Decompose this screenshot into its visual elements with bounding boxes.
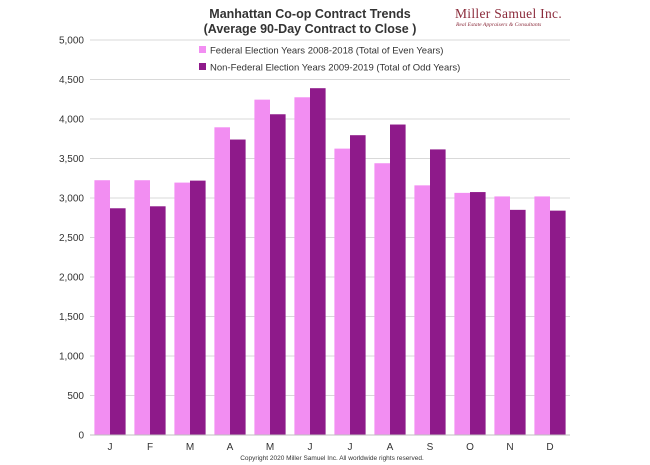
bar-non-federal bbox=[510, 209, 526, 435]
bar-federal bbox=[454, 192, 470, 435]
x-tick-label: A bbox=[227, 442, 234, 453]
copyright-footer: Copyright 2020 Miller Samuel Inc. All wo… bbox=[240, 455, 424, 462]
bar-non-federal bbox=[430, 149, 446, 436]
x-tick-label: D bbox=[546, 442, 553, 453]
y-tick-label: 4,500 bbox=[59, 75, 84, 86]
bar-non-federal bbox=[470, 192, 486, 435]
bar-federal bbox=[494, 196, 510, 435]
x-tick-label: J bbox=[108, 442, 113, 453]
bar-federal bbox=[534, 196, 550, 435]
bars bbox=[94, 88, 566, 436]
x-tick-label: N bbox=[506, 442, 513, 453]
y-axis: 0 500 1,000 1,500 2,000 2,500 3,000 3,500 4,000 4… bbox=[59, 36, 84, 442]
bar-federal bbox=[134, 180, 150, 435]
y-tick-label: 2,500 bbox=[59, 233, 84, 244]
x-tick-label: J bbox=[348, 442, 353, 453]
bar-non-federal bbox=[110, 208, 126, 435]
y-tick-label: 5,000 bbox=[59, 36, 84, 47]
bar-federal bbox=[94, 180, 110, 435]
legend-swatch-non-federal bbox=[199, 63, 206, 70]
bar-non-federal bbox=[190, 180, 206, 435]
gridlines bbox=[90, 39, 570, 396]
y-tick-label: 2,000 bbox=[59, 273, 84, 284]
x-tick-label: M bbox=[266, 442, 274, 453]
y-tick-label: 1,000 bbox=[59, 352, 84, 363]
chart-subtitle: (Average 90-Day Contract to Close ) bbox=[204, 22, 417, 36]
y-tick-label: 1,500 bbox=[59, 312, 84, 323]
x-tick-label: F bbox=[147, 442, 153, 453]
y-tick-label: 0 bbox=[78, 431, 84, 442]
bar-federal bbox=[374, 163, 390, 436]
bar-non-federal bbox=[550, 210, 566, 435]
y-tick-label: 500 bbox=[67, 391, 84, 402]
bar-non-federal bbox=[270, 114, 286, 435]
bar-non-federal bbox=[150, 206, 166, 435]
bar-federal bbox=[254, 99, 270, 436]
bar-federal bbox=[334, 148, 350, 435]
bar-federal bbox=[174, 182, 190, 435]
x-tick-label: J bbox=[308, 442, 313, 453]
x-tick-label: S bbox=[427, 442, 434, 453]
x-tick-label: O bbox=[466, 442, 474, 453]
bar-non-federal bbox=[310, 88, 326, 435]
bar-non-federal bbox=[230, 139, 246, 436]
bar-non-federal bbox=[390, 124, 406, 435]
logo-name: Miller Samuel Inc. bbox=[455, 6, 562, 21]
legend-swatch-federal bbox=[199, 46, 206, 53]
legend-label-non-federal: Non-Federal Election Years 2009-2019 (To… bbox=[210, 63, 460, 74]
bar-federal bbox=[214, 127, 230, 436]
chart-title: Manhattan Co-op Contract Trends bbox=[209, 7, 410, 21]
bar-federal bbox=[414, 185, 430, 435]
bar-non-federal bbox=[350, 135, 366, 435]
x-tick-label: A bbox=[387, 442, 394, 453]
y-tick-label: 3,000 bbox=[59, 194, 84, 205]
x-tick-label: M bbox=[186, 442, 194, 453]
y-tick-label: 3,500 bbox=[59, 154, 84, 165]
legend: Federal Election Years 2008-2018 (Total … bbox=[199, 46, 460, 74]
bar-federal bbox=[294, 97, 310, 436]
company-logo: Miller Samuel Inc. Real Estate Appraiser… bbox=[455, 6, 562, 28]
logo-tagline: Real Estate Appraisers & Consultants bbox=[455, 22, 541, 28]
legend-label-federal: Federal Election Years 2008-2018 (Total … bbox=[210, 46, 443, 57]
y-tick-label: 4,000 bbox=[59, 115, 84, 126]
